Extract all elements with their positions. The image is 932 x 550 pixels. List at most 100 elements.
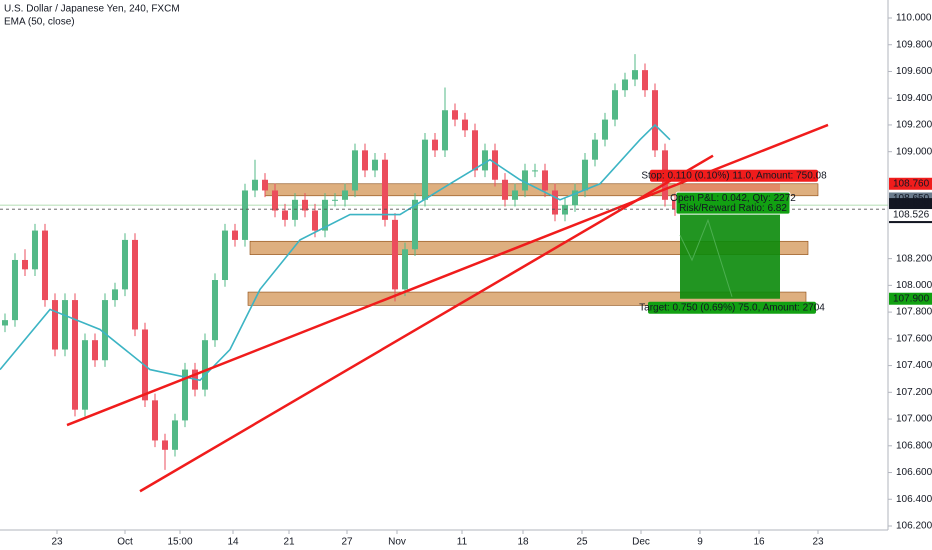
- candle-body: [172, 420, 178, 450]
- zone: [249, 240, 809, 255]
- y-tick-label: 106.400: [896, 494, 932, 505]
- candle-body: [92, 340, 98, 361]
- x-tick-label: 25: [576, 537, 588, 548]
- candle-body: [2, 320, 8, 326]
- candle-body: [402, 249, 408, 290]
- y-tick-label: 108.000: [896, 280, 932, 291]
- target-label-box: [648, 301, 816, 314]
- candle-body: [12, 259, 18, 321]
- candle-body: [462, 119, 468, 131]
- candle-body: [422, 139, 428, 200]
- y-tick-label: 109.400: [896, 93, 932, 104]
- candle-body: [622, 79, 628, 91]
- candle-body: [412, 199, 418, 250]
- candle-body: [502, 179, 508, 200]
- candle-body: [162, 440, 168, 450]
- candle-body: [542, 170, 548, 191]
- target-label: Target: 0.750 (0.69%) 75.0, Amount: 2704: [639, 302, 825, 313]
- y-tick-label: 109.600: [896, 66, 932, 77]
- candle-body: [322, 199, 328, 231]
- y-tick-label: 106.600: [896, 467, 932, 478]
- candle-body: [292, 199, 298, 220]
- candle-body: [382, 159, 388, 220]
- candle-body: [432, 139, 438, 151]
- candle-body: [522, 170, 528, 191]
- y-tick-label: 109.800: [896, 39, 932, 50]
- candle-body: [52, 300, 58, 350]
- candle-body: [652, 90, 658, 151]
- x-tick-label: Nov: [388, 537, 406, 548]
- candle-body: [252, 179, 258, 191]
- candle-body: [342, 190, 348, 200]
- candle-body: [32, 230, 38, 270]
- projection-arrow: [679, 218, 733, 297]
- x-tick-label: 9: [697, 537, 703, 548]
- y-tick-label: 107.000: [896, 414, 932, 425]
- candle-body: [312, 210, 318, 231]
- candle-body: [232, 230, 238, 240]
- candle-body: [352, 150, 358, 191]
- candle-body: [22, 259, 28, 270]
- target-area: [680, 205, 780, 299]
- candle-body: [82, 340, 88, 410]
- candle-body: [242, 190, 248, 240]
- candle-body: [592, 139, 598, 160]
- stop-label: Stop: 0.110 (0.10%) 11.0, Amount: 750.08: [641, 170, 827, 181]
- candle-body: [612, 90, 618, 120]
- stop-label-box: [650, 169, 818, 182]
- price-label-box: [889, 292, 932, 305]
- candle-body: [212, 280, 218, 341]
- chart-title: U.S. Dollar / Japanese Yen, 240, FXCM: [4, 4, 180, 15]
- candle-body: [272, 190, 278, 211]
- candle-body: [222, 230, 228, 281]
- x-tick-label: Oct: [117, 537, 133, 548]
- price-label: 108.526: [893, 210, 930, 221]
- candle-body: [122, 239, 128, 290]
- candle-body: [632, 70, 638, 80]
- candle-body: [182, 369, 188, 421]
- candle-body: [532, 170, 538, 172]
- candle-body: [72, 300, 78, 410]
- candle-body: [442, 110, 448, 151]
- candle-body: [102, 300, 108, 361]
- pnl-box: [675, 191, 791, 215]
- candle-body: [672, 199, 678, 210]
- candle-body: [482, 150, 488, 171]
- candle-body: [512, 190, 518, 200]
- y-tick-label: 107.200: [896, 387, 932, 398]
- y-tick-label: 107.600: [896, 333, 932, 344]
- x-tick-label: Dec: [632, 537, 650, 548]
- price-label-box: [889, 198, 932, 211]
- y-tick-label: 107.800: [896, 307, 932, 318]
- candle-body: [452, 110, 458, 120]
- indicator-label: EMA (50, close): [4, 17, 75, 28]
- x-tick-label: 27: [341, 537, 353, 548]
- x-tick-label: 14: [227, 537, 239, 548]
- x-tick-label: 16: [753, 537, 765, 548]
- price-label: 108.608: [893, 199, 930, 210]
- candle-body: [562, 205, 568, 215]
- x-tick-label: 23: [51, 537, 63, 548]
- x-tick-label: 15:00: [167, 537, 192, 548]
- y-tick-label: 109.200: [896, 120, 932, 131]
- candle-body: [372, 159, 378, 171]
- y-tick-label: 107.400: [896, 360, 932, 371]
- candle-body: [262, 179, 268, 191]
- x-tick-label: 18: [517, 537, 529, 548]
- price-label-box: [889, 177, 932, 190]
- candle-body: [302, 199, 308, 211]
- x-tick-label: 23: [812, 537, 824, 548]
- candle-body: [332, 199, 338, 201]
- trendline: [139, 154, 714, 493]
- candle-body: [132, 239, 138, 330]
- candle-body: [392, 219, 398, 290]
- candle-body: [582, 159, 588, 191]
- candle-body: [552, 190, 558, 215]
- candle-body: [602, 119, 608, 140]
- price-label: 107.900: [893, 293, 930, 304]
- candle-body: [152, 400, 158, 441]
- ema-line: [0, 123, 671, 382]
- price-label: 108.760: [893, 178, 930, 189]
